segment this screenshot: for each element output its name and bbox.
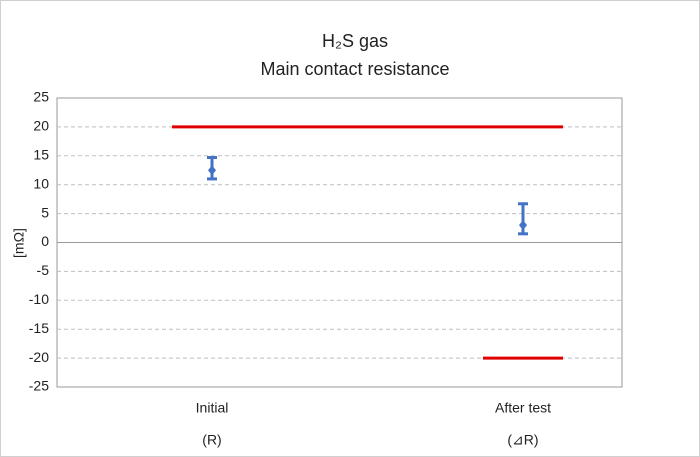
y-tick-label: 15 — [33, 147, 49, 163]
y-axis-label: [mΩ] — [11, 228, 27, 258]
mean-marker — [208, 165, 216, 176]
y-tick-label: -20 — [29, 349, 49, 365]
y-tick-label: -10 — [29, 291, 49, 307]
x-sub-label: (⊿R) — [507, 432, 538, 448]
y-tick-label: 10 — [33, 175, 49, 191]
chart-title: H₂S gas — [322, 31, 388, 51]
mean-marker — [519, 220, 527, 231]
y-tick-label: 5 — [41, 204, 49, 220]
y-tick-label: 0 — [41, 233, 49, 249]
x-sub-label: (R) — [202, 432, 221, 448]
y-tick-label: 25 — [33, 89, 49, 105]
y-tick-label: -25 — [29, 378, 49, 394]
y-tick-label: -5 — [37, 262, 50, 278]
x-tick-label: Initial — [196, 400, 229, 416]
chart-subtitle: Main contact resistance — [260, 59, 449, 79]
y-tick-label: -15 — [29, 320, 49, 336]
y-tick-label: 20 — [33, 118, 49, 134]
x-tick-label: After test — [495, 400, 551, 416]
